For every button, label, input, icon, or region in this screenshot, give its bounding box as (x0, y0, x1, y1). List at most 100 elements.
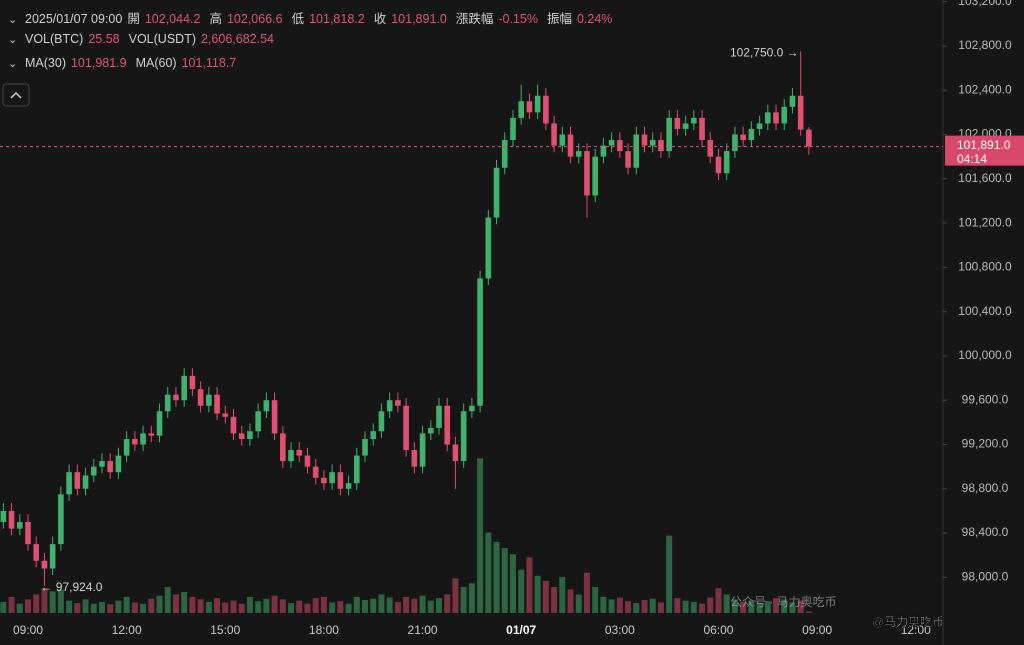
candle-body (296, 450, 303, 456)
watermark: 公众号 · 马力奥吃币 (730, 595, 837, 609)
candle-body (148, 433, 155, 436)
candle-body (501, 140, 508, 168)
x-tick-label: 12:00 (901, 623, 931, 637)
volume-bar (526, 557, 533, 613)
volume-bar (222, 602, 229, 613)
candle-body (575, 151, 582, 157)
candle-body (658, 140, 664, 152)
candle-body (551, 123, 557, 146)
volume-bar (789, 602, 796, 613)
y-tick-label: 100,000.0 (958, 348, 1012, 362)
volume-bar (246, 596, 253, 613)
volume-bar (205, 601, 212, 613)
chevron[interactable]: ⌄ (8, 34, 18, 46)
volume-bar (90, 603, 97, 613)
candle-body (386, 400, 393, 412)
y-tick-label: 101,600.0 (958, 171, 1012, 185)
candle-body (0, 510, 7, 523)
candle-body (427, 427, 434, 434)
candle-body (247, 431, 253, 439)
volume-bar (98, 601, 105, 613)
candle-body (715, 156, 722, 174)
x-tick-label: 06:00 (703, 623, 733, 637)
volume-bar (230, 600, 237, 613)
volume-bar (271, 595, 278, 613)
candle-body (674, 117, 681, 129)
volume-bar (542, 580, 549, 613)
candle-body (362, 438, 368, 456)
collapse-icon (10, 91, 22, 99)
y-tick-label: 102,400.0 (958, 82, 1012, 96)
volume-bar (320, 596, 327, 613)
candle-body (49, 544, 56, 569)
legend-value: 2,606,682.54 (201, 32, 274, 46)
candle-body (444, 405, 451, 445)
volume-bar (666, 535, 673, 613)
candle-body (41, 560, 48, 569)
candle-body (329, 472, 335, 484)
candle-body (238, 433, 245, 439)
candle-body (370, 431, 377, 439)
volume-bar (674, 598, 681, 613)
candle-body (395, 400, 401, 406)
volume-bar (181, 591, 188, 613)
candle-body (633, 134, 640, 168)
candle-body (691, 117, 697, 124)
volume-bar (773, 598, 780, 613)
collapse-button[interactable] (2, 83, 30, 107)
volume-bar (140, 603, 147, 613)
volume-bar (509, 554, 516, 613)
candle-body (58, 494, 64, 545)
candle-body (345, 483, 352, 489)
candle-body (214, 394, 220, 414)
candle-body (312, 466, 319, 478)
volume-bar (197, 599, 204, 613)
y-tick-label: 98,800.0 (962, 481, 1009, 495)
volume-bar (485, 532, 492, 613)
candle-body (164, 394, 171, 412)
chevron[interactable]: ⌄ (8, 14, 18, 26)
legend-name: VOL(USDT) (128, 32, 196, 46)
candle-body (107, 461, 113, 473)
legend-name: MA(60) (135, 56, 177, 70)
legend-time: 2025/01/07 09:00 (25, 12, 123, 26)
candle-body (123, 438, 130, 456)
candle-body (173, 394, 179, 401)
candle-body (181, 375, 187, 401)
candle-body (321, 477, 327, 484)
volume-bar (263, 598, 270, 613)
candle-body (354, 455, 360, 484)
volume-bar (460, 587, 467, 613)
volume-bar (156, 595, 163, 613)
candle-body (567, 134, 574, 157)
countdown: 04:14 (957, 152, 987, 166)
volume-bar (608, 599, 615, 613)
candle-body (452, 444, 459, 462)
volume-bar (131, 602, 138, 613)
volume-bar (559, 577, 566, 613)
vol-legend: ⌄ VOL(BTC) 25.58 VOL(USDT) 2,606,682.54 (8, 32, 288, 46)
candle-body (543, 95, 549, 124)
y-tick-label: 101,200.0 (958, 215, 1012, 229)
volume-bar (518, 569, 525, 613)
candle-body (460, 411, 467, 462)
volume-bar (41, 588, 48, 613)
candle-body (682, 123, 689, 129)
volume-bar (329, 602, 336, 613)
volume-bar (25, 599, 31, 613)
volume-bar (657, 602, 664, 613)
candle-body (271, 400, 278, 434)
x-tick-label: 21:00 (408, 623, 438, 637)
axis-bg (943, 0, 1024, 645)
volume-bar (575, 594, 582, 613)
y-tick-label: 99,200.0 (962, 437, 1009, 451)
chevron[interactable]: ⌄ (8, 58, 18, 70)
volume-bar (288, 603, 295, 613)
volume-bar (123, 596, 130, 613)
volume-bar (567, 589, 574, 613)
candle-body (584, 151, 590, 196)
volume-bar (427, 600, 434, 613)
candle-body (485, 217, 492, 279)
volume-bar (501, 548, 508, 613)
candle-body (666, 117, 672, 152)
